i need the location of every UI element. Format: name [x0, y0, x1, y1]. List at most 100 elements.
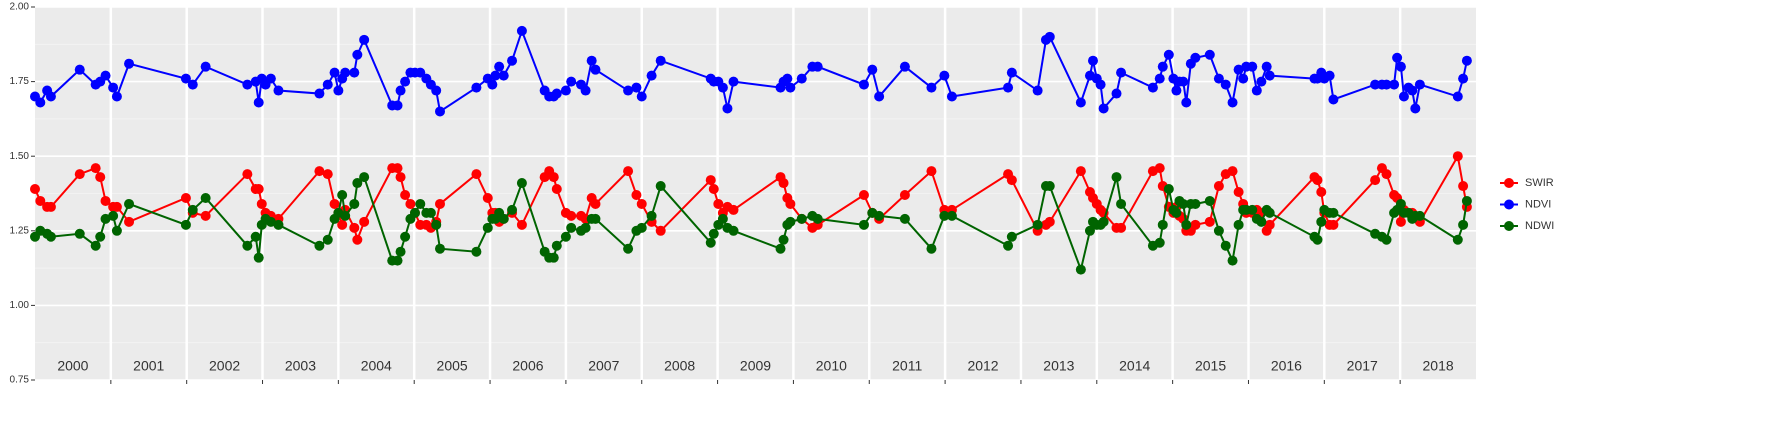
- data-point: [1006, 175, 1017, 186]
- data-point: [322, 169, 333, 180]
- data-point: [785, 82, 796, 93]
- data-point: [939, 210, 950, 221]
- data-point: [1328, 207, 1339, 218]
- data-point: [329, 67, 340, 78]
- data-point: [349, 198, 360, 209]
- data-point: [405, 198, 416, 209]
- data-point: [1414, 79, 1425, 90]
- data-point: [775, 243, 786, 254]
- data-point: [108, 210, 119, 221]
- year-label: 2004: [361, 358, 392, 374]
- data-point: [728, 76, 739, 87]
- data-point: [566, 222, 577, 233]
- legend-marker: [1504, 221, 1514, 231]
- year-label: 2010: [816, 358, 847, 374]
- data-point: [1190, 52, 1201, 63]
- year-label: 2006: [512, 358, 543, 374]
- data-point: [124, 198, 135, 209]
- data-point: [265, 216, 276, 227]
- data-point: [728, 204, 739, 215]
- data-point: [242, 79, 253, 90]
- year-label: 2016: [1271, 358, 1302, 374]
- data-point: [1157, 219, 1168, 230]
- data-point: [1157, 61, 1168, 72]
- data-point: [1370, 175, 1381, 186]
- data-point: [498, 213, 509, 224]
- data-point: [1381, 79, 1392, 90]
- data-point: [1381, 234, 1392, 245]
- data-point: [1458, 73, 1469, 84]
- data-point: [1075, 264, 1086, 275]
- data-point: [1163, 49, 1174, 60]
- data-point: [100, 70, 111, 81]
- data-point: [30, 184, 40, 195]
- data-point: [265, 73, 276, 84]
- data-point: [1190, 198, 1201, 209]
- data-point: [1111, 88, 1122, 99]
- data-point: [434, 198, 445, 209]
- data-point: [1407, 85, 1418, 96]
- data-point: [392, 255, 403, 266]
- data-point: [1154, 163, 1165, 174]
- data-point: [1398, 91, 1409, 102]
- year-label: 2015: [1195, 358, 1226, 374]
- data-point: [498, 70, 509, 81]
- data-point: [1044, 216, 1055, 227]
- data-point: [1452, 234, 1463, 245]
- data-point: [471, 169, 482, 180]
- year-label: 2002: [209, 358, 240, 374]
- data-point: [1075, 166, 1086, 177]
- data-point: [253, 97, 264, 108]
- data-point: [314, 166, 325, 177]
- data-point: [111, 225, 122, 236]
- data-point: [580, 222, 591, 233]
- data-point: [551, 240, 562, 251]
- data-point: [1116, 222, 1127, 233]
- data-point: [1098, 216, 1109, 227]
- data-point: [1116, 198, 1127, 209]
- data-point: [1328, 94, 1339, 105]
- legend-label: SWIR: [1525, 177, 1554, 189]
- data-point: [482, 222, 493, 233]
- data-point: [507, 55, 518, 66]
- data-point: [95, 172, 106, 183]
- data-point: [1461, 55, 1472, 66]
- data-point: [359, 172, 370, 183]
- y-tick-label: 2.00: [10, 2, 30, 13]
- data-point: [1395, 61, 1406, 72]
- data-point: [631, 82, 642, 93]
- data-point: [314, 88, 325, 99]
- data-point: [548, 252, 559, 263]
- data-point: [708, 184, 719, 195]
- data-point: [431, 219, 442, 230]
- y-tick-label: 1.50: [10, 151, 30, 162]
- data-point: [1452, 151, 1463, 162]
- data-point: [646, 70, 657, 81]
- data-point: [655, 225, 666, 236]
- data-point: [95, 231, 106, 242]
- data-point: [1256, 216, 1267, 227]
- data-point: [1116, 67, 1127, 78]
- data-point: [1084, 225, 1095, 236]
- data-point: [314, 240, 325, 251]
- data-point: [1458, 181, 1469, 192]
- year-label: 2005: [437, 358, 468, 374]
- data-point: [1328, 219, 1339, 230]
- year-label: 2008: [664, 358, 695, 374]
- year-label: 2011: [892, 358, 922, 374]
- data-point: [590, 198, 601, 209]
- data-point: [45, 231, 56, 242]
- data-point: [646, 210, 657, 221]
- data-point: [256, 198, 267, 209]
- data-point: [1181, 97, 1192, 108]
- data-point: [392, 100, 403, 111]
- data-point: [516, 25, 527, 36]
- data-point: [409, 207, 420, 218]
- data-point: [926, 166, 937, 177]
- data-point: [180, 73, 191, 84]
- data-point: [200, 192, 211, 203]
- data-point: [1075, 97, 1086, 108]
- data-point: [1178, 76, 1189, 87]
- data-point: [431, 85, 442, 96]
- data-point: [623, 243, 634, 254]
